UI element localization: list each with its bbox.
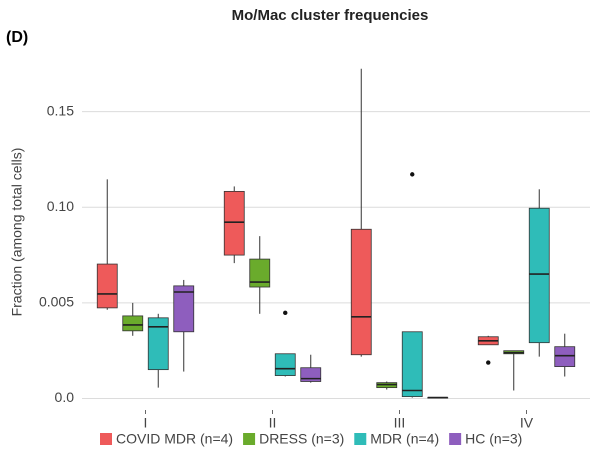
- box: [554, 346, 576, 367]
- box: [173, 285, 195, 333]
- box: [528, 207, 550, 344]
- box: [300, 367, 322, 382]
- y-tick-label: 0.005: [39, 294, 74, 310]
- box: [223, 190, 245, 256]
- y-tick-label: 0.10: [47, 198, 74, 214]
- box: [122, 315, 144, 332]
- box: [401, 331, 423, 398]
- x-tick-label: IV: [520, 415, 534, 431]
- outlier: [486, 360, 491, 365]
- y-axis-label: Fraction (among total cells): [9, 148, 25, 317]
- box: [350, 228, 372, 356]
- chart-title: Mo/Mac cluster frequencies: [232, 7, 429, 24]
- box: [96, 263, 118, 309]
- legend-label: DRESS (n=3): [259, 431, 344, 447]
- box: [274, 353, 296, 376]
- x-tick-label: I: [144, 415, 148, 431]
- legend-label: COVID MDR (n=4): [116, 431, 233, 447]
- legend-label: HC (n=3): [465, 431, 522, 447]
- x-tick-label: III: [394, 415, 406, 431]
- x-tick-label: II: [269, 415, 277, 431]
- y-tick-label: 0.0: [55, 389, 75, 405]
- legend-swatch: [243, 433, 256, 445]
- outlier: [283, 310, 288, 316]
- y-tick-label: 0.15: [47, 102, 74, 118]
- box: [249, 258, 271, 288]
- legend-swatch: [449, 433, 462, 445]
- legend-swatch: [100, 433, 112, 445]
- legend-swatch: [354, 433, 367, 445]
- legend-label: MDR (n=4): [370, 431, 439, 447]
- box: [147, 317, 169, 371]
- outlier: [410, 172, 415, 177]
- panel-label: (D): [6, 29, 28, 46]
